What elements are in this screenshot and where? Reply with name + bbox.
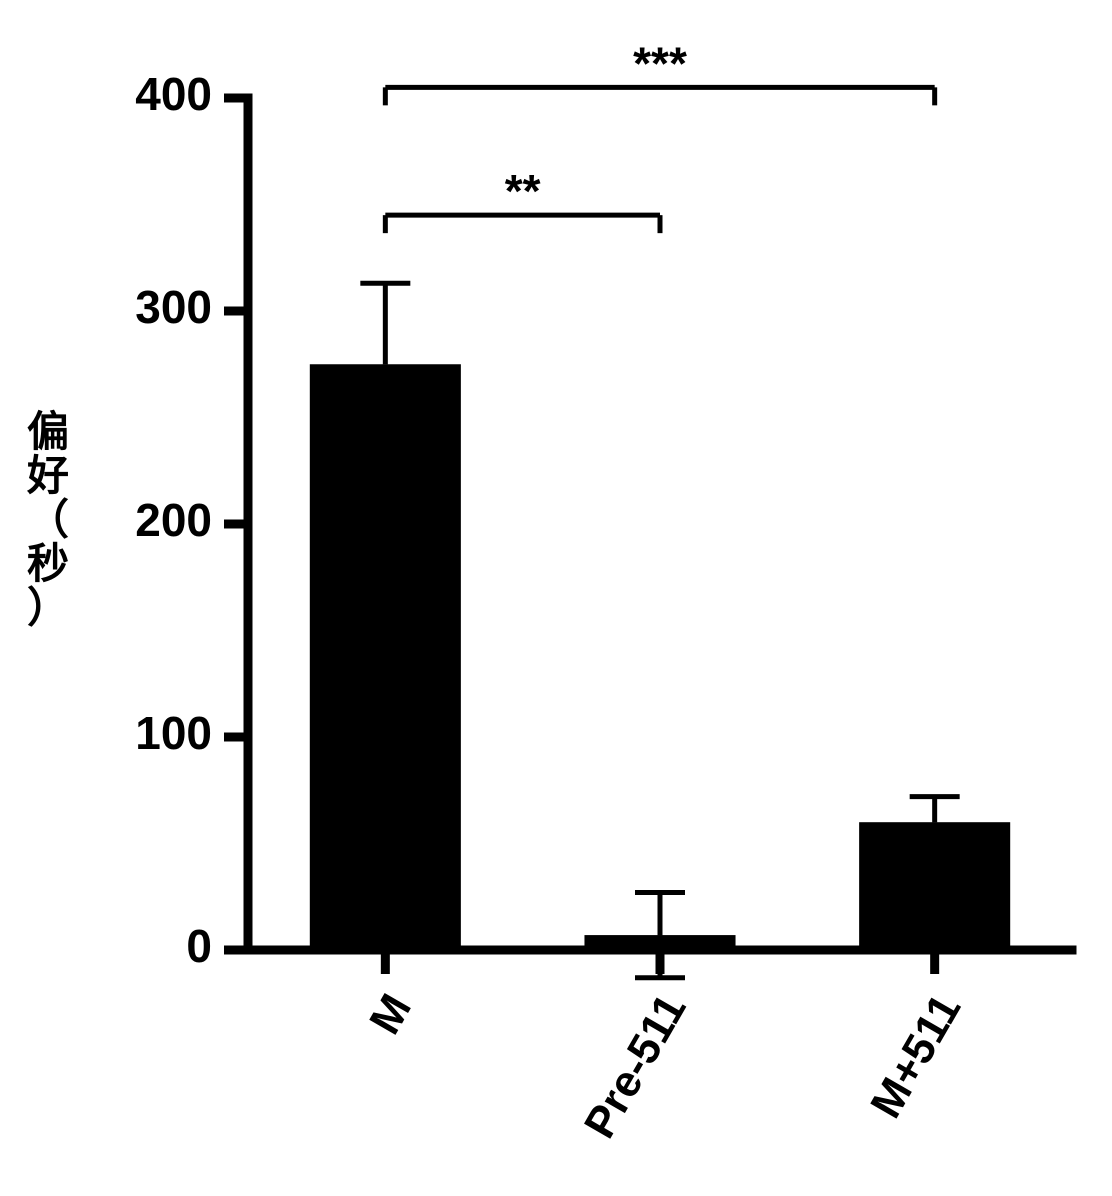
y-tick-label: 400 [135, 68, 212, 120]
y-tick-label: 100 [135, 707, 212, 759]
bar-M+511 [859, 822, 1010, 950]
significance-label: ** [505, 165, 541, 217]
y-axis-title: 偏好（秒） [26, 408, 69, 631]
significance-label: *** [633, 37, 687, 89]
bar-chart: 0100200300400MPre-511M+511偏好（秒）***** [0, 0, 1112, 1196]
bar-M [310, 364, 461, 950]
y-tick-label: 0 [186, 920, 212, 972]
bar-Pre-511 [584, 935, 735, 950]
y-tick-label: 300 [135, 281, 212, 333]
y-tick-label: 200 [135, 494, 212, 546]
